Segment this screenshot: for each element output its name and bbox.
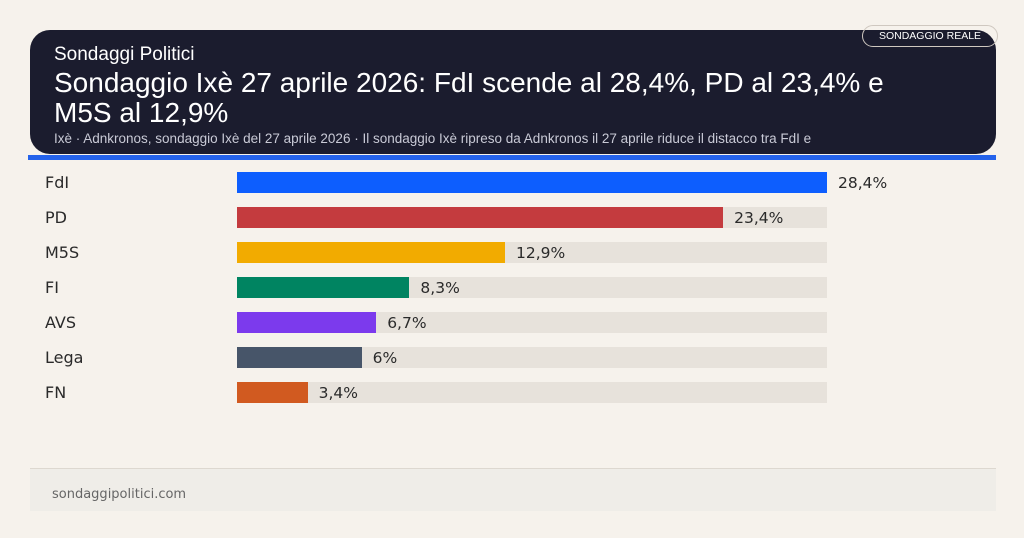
- category-label: FN: [45, 383, 67, 402]
- header-card: Sondaggi Politici Sondaggio Ixè 27 april…: [30, 30, 996, 154]
- status-badge: SONDAGGIO REALE: [862, 25, 998, 47]
- value-label: 6,7%: [387, 314, 427, 332]
- bar-track: [237, 382, 827, 403]
- bar-avs: [237, 312, 377, 333]
- value-label: 6%: [372, 349, 398, 367]
- bar-track: [237, 312, 827, 333]
- bar-pd: [237, 207, 724, 228]
- bar-m5s: [237, 242, 505, 263]
- footer-site: sondaggipolitici.com: [52, 487, 187, 502]
- accent-divider: [28, 155, 996, 160]
- value-label: 23,4%: [734, 209, 784, 227]
- category-label: M5S: [45, 243, 80, 262]
- category-label: Lega: [45, 348, 84, 367]
- bar-track: [237, 277, 827, 298]
- footer: sondaggipolitici.com: [30, 468, 996, 511]
- value-label: 12,9%: [515, 244, 566, 262]
- category-label: FdI: [45, 173, 70, 192]
- bar-fn: [237, 382, 308, 403]
- category-label: AVS: [45, 313, 77, 332]
- page-title: Sondaggio Ixè 27 aprile 2026: FdI scende…: [54, 67, 884, 128]
- bar-track: [237, 347, 827, 368]
- bar-fi: [237, 277, 410, 298]
- kicker: Sondaggi Politici: [54, 44, 195, 65]
- category-label: FI: [45, 278, 59, 297]
- category-label: PD: [45, 208, 67, 227]
- value-label: 28,4%: [838, 174, 888, 192]
- bar-track: [237, 172, 827, 193]
- value-label: 8,3%: [420, 279, 460, 297]
- bar-lega: [237, 347, 362, 368]
- value-label: 3,4%: [318, 384, 359, 402]
- bar-track: [237, 242, 827, 263]
- bar-track: [237, 207, 827, 228]
- subtitle: Ixè · Adnkronos, sondaggio Ixè del 27 ap…: [54, 131, 812, 146]
- bar-fdi: [237, 172, 827, 193]
